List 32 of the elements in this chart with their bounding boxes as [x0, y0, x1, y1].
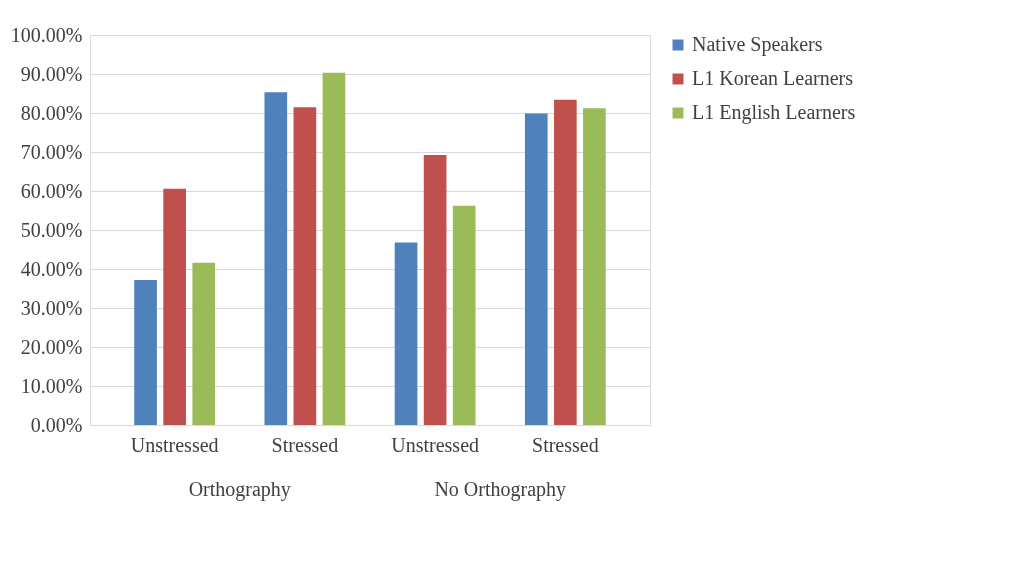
y-tick-label: 30.00% — [20, 296, 83, 319]
bar — [134, 279, 157, 425]
text: Orthography — [188, 478, 291, 501]
legend-label: Native Speakers — [692, 33, 823, 56]
bar — [583, 108, 606, 425]
text: No Orthography — [434, 478, 567, 501]
bar — [452, 205, 476, 425]
y-tick-label: 50.00% — [20, 218, 83, 241]
y-tick-label: 0.00% — [30, 413, 83, 436]
bar — [524, 113, 548, 425]
y-tick-label: 20.00% — [20, 335, 83, 358]
bar — [192, 262, 216, 425]
legend-label: L1 Korean Learners — [692, 67, 854, 89]
y-tick-label: 70.00% — [20, 140, 83, 163]
bar — [554, 99, 577, 425]
bar — [264, 92, 288, 425]
bar — [423, 155, 447, 425]
y-tick-label: 10.00% — [20, 374, 83, 397]
bar — [322, 72, 346, 425]
y-tick-label: 40.00% — [20, 257, 83, 280]
x-tick-label: Unstressed — [130, 433, 219, 456]
bar — [293, 107, 317, 425]
y-tick-label: 90.00% — [20, 62, 83, 85]
y-tick-label: 60.00% — [20, 179, 83, 202]
x-tick-label: Unstressed — [391, 433, 479, 456]
x-tick-label: Stressed — [271, 433, 339, 456]
x-tick-label: Stressed — [532, 433, 599, 456]
legend-label: L1 English Learners — [692, 101, 856, 124]
bar — [163, 188, 186, 425]
y-tick-label: 100.00% — [10, 23, 83, 46]
y-tick-label: 80.00% — [20, 101, 83, 124]
bar — [394, 242, 418, 425]
